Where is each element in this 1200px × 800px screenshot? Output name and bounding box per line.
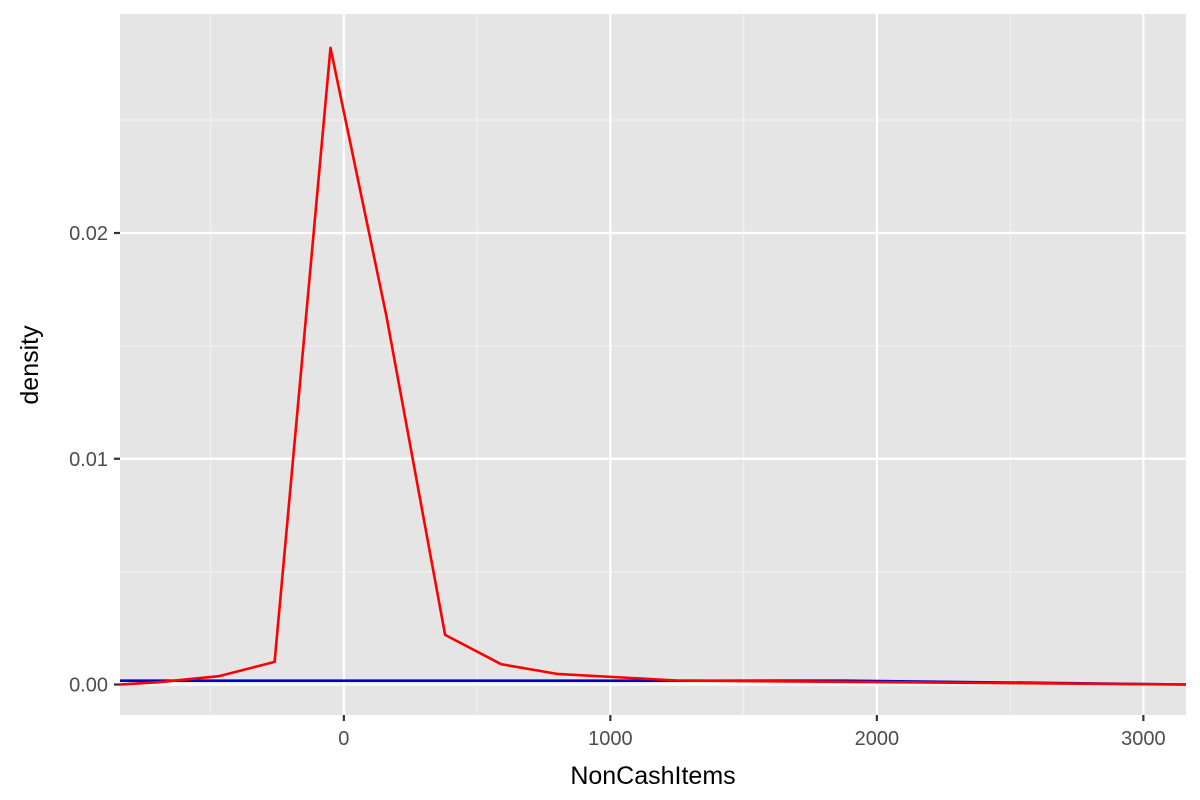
plot-panel [120, 14, 1186, 715]
y-tick-label: 0.01 [69, 449, 108, 471]
series-lines [119, 46, 1187, 686]
minor-gridlines [120, 14, 1186, 715]
y-axis: 0.00 0.01 0.02 [69, 223, 120, 697]
x-axis-title: NonCashItems [570, 762, 735, 790]
x-tick-label: 0 [338, 728, 349, 750]
y-tick-label: 0.00 [69, 675, 108, 697]
major-gridlines [120, 14, 1186, 715]
y-axis-title: density [16, 325, 44, 405]
x-tick-label: 1000 [588, 728, 633, 750]
y-tick-label: 0.02 [69, 223, 108, 245]
x-tick-label: 2000 [855, 728, 900, 750]
x-tick-label: 3000 [1121, 728, 1166, 750]
red-density-line [119, 46, 1187, 686]
x-axis: 0 1000 2000 3000 [338, 715, 1166, 750]
